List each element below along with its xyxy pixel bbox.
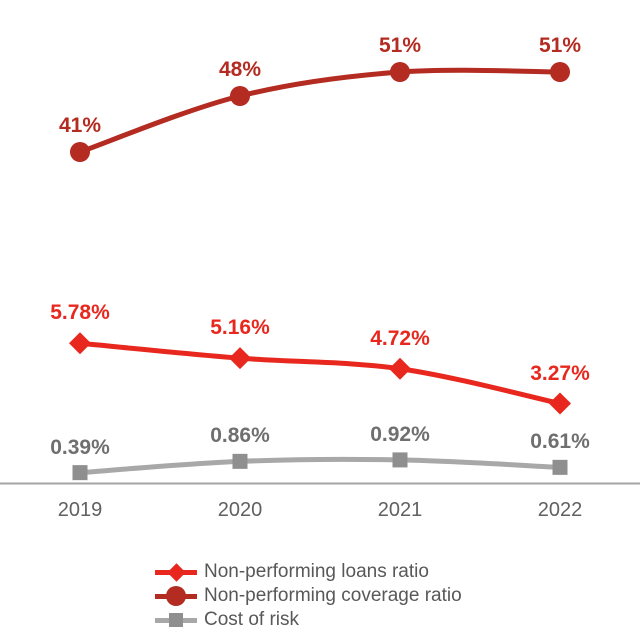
data-label: 4.72%: [370, 326, 430, 350]
data-label: 5.16%: [210, 316, 270, 340]
legend-circle-icon: [155, 584, 197, 608]
data-label: 3.27%: [530, 361, 590, 385]
data-point-circle-icon: [390, 62, 410, 82]
legend-diamond-icon: [155, 560, 197, 584]
data-point-diamond-icon: [69, 332, 91, 355]
x-tick-2021: 2021: [377, 499, 423, 521]
data-label: 0.92%: [370, 422, 430, 446]
legend-label-loans-ratio: Non-performing loans ratio: [204, 561, 429, 582]
series-line-2: [77, 456, 563, 476]
legend-square-icon: [155, 608, 197, 632]
data-point-square-icon: [552, 459, 568, 475]
data-label: 51%: [378, 34, 422, 57]
data-label: 41%: [58, 114, 102, 137]
series-line-1: [77, 67, 563, 155]
x-tick-2019: 2019: [57, 499, 103, 521]
data-point-diamond-icon: [549, 392, 571, 415]
legend-label-coverage-ratio: Non-performing coverage ratio: [204, 585, 462, 606]
data-label: 5.78%: [50, 301, 110, 325]
data-label: 51%: [538, 34, 582, 57]
x-tick-2022: 2022: [537, 499, 583, 521]
data-label: 0.61%: [530, 430, 590, 454]
legend-item-loans-ratio: Non-performing loans ratio: [155, 560, 462, 584]
data-label: 0.39%: [50, 435, 110, 459]
data-label: 48%: [218, 58, 262, 81]
x-tick-2020: 2020: [217, 499, 263, 521]
data-point-circle-icon: [230, 86, 250, 106]
legend-item-coverage-ratio: Non-performing coverage ratio: [155, 584, 462, 608]
legend: Non-performing loans ratio Non-performin…: [155, 560, 462, 632]
data-point-diamond-icon: [389, 357, 411, 380]
data-point-circle-icon: [70, 142, 90, 162]
data-point-diamond-icon: [229, 347, 251, 370]
data-point-square-icon: [72, 465, 88, 481]
data-label: 0.86%: [210, 424, 270, 448]
legend-label-cost-of-risk: Cost of risk: [204, 609, 300, 630]
legend-item-cost-of-risk: Cost of risk: [155, 608, 462, 632]
series-line-0: [77, 340, 563, 407]
data-point-square-icon: [392, 452, 408, 468]
data-point-square-icon: [232, 453, 248, 469]
data-point-circle-icon: [550, 62, 570, 82]
